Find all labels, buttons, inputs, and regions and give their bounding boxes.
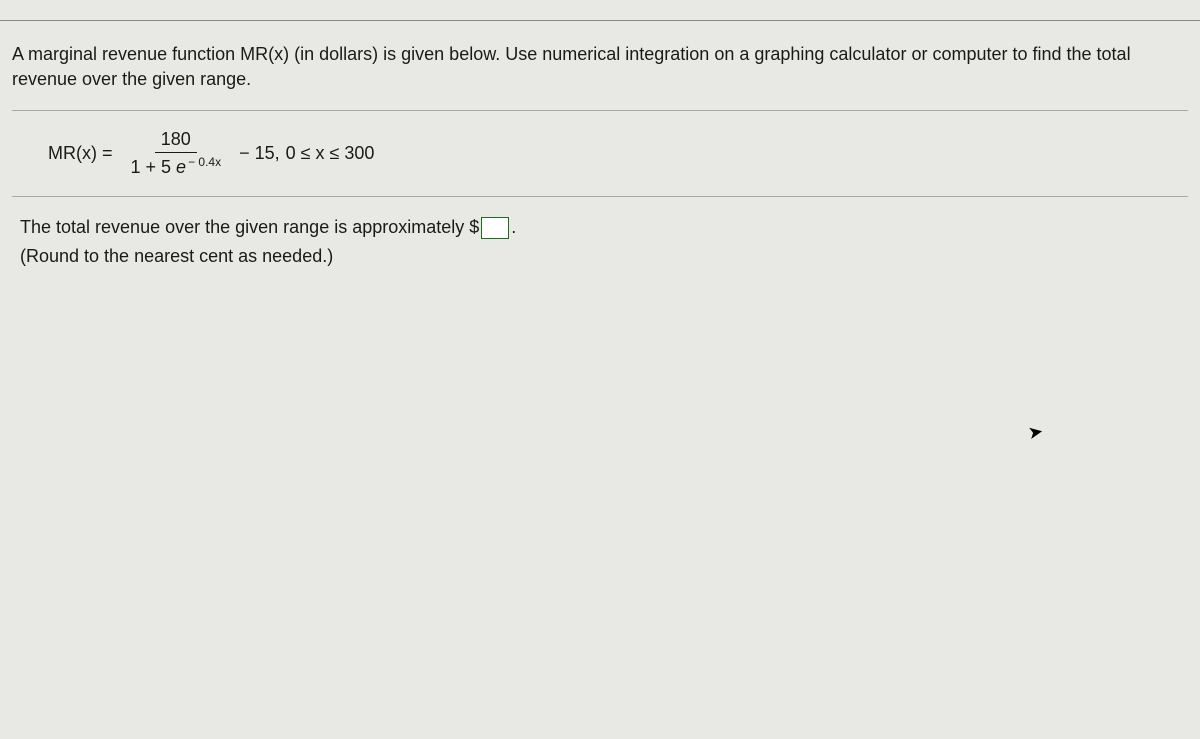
formula-lhs: MR(x) = bbox=[48, 143, 113, 164]
cursor-icon: ➤ bbox=[1026, 421, 1045, 444]
answer-section: The total revenue over the given range i… bbox=[12, 197, 1188, 271]
formula-range: 0 ≤ x ≤ 300 bbox=[286, 143, 375, 164]
content-area: A marginal revenue function MR(x) (in do… bbox=[0, 0, 1200, 271]
formula-row: MR(x) = 180 1 + 5 e− 0.4x − 15, 0 ≤ x ≤ … bbox=[12, 111, 1188, 197]
problem-section: A marginal revenue function MR(x) (in do… bbox=[12, 42, 1188, 111]
problem-statement: A marginal revenue function MR(x) (in do… bbox=[12, 42, 1188, 92]
answer-suffix: . bbox=[511, 213, 516, 242]
fraction-denominator: 1 + 5 e− 0.4x bbox=[125, 153, 228, 178]
answer-line-1: The total revenue over the given range i… bbox=[20, 213, 1188, 242]
answer-input[interactable] bbox=[481, 217, 509, 239]
denominator-e: e bbox=[176, 157, 186, 177]
fraction: 180 1 + 5 e− 0.4x bbox=[125, 129, 228, 178]
formula-minus-const: − 15, bbox=[239, 143, 280, 164]
denominator-prefix: 1 + 5 bbox=[131, 157, 177, 177]
top-divider bbox=[0, 20, 1200, 21]
round-instruction: (Round to the nearest cent as needed.) bbox=[20, 242, 1188, 271]
denominator-exponent: − 0.4x bbox=[188, 155, 221, 169]
answer-prefix: The total revenue over the given range i… bbox=[20, 213, 479, 242]
fraction-numerator: 180 bbox=[155, 129, 197, 153]
